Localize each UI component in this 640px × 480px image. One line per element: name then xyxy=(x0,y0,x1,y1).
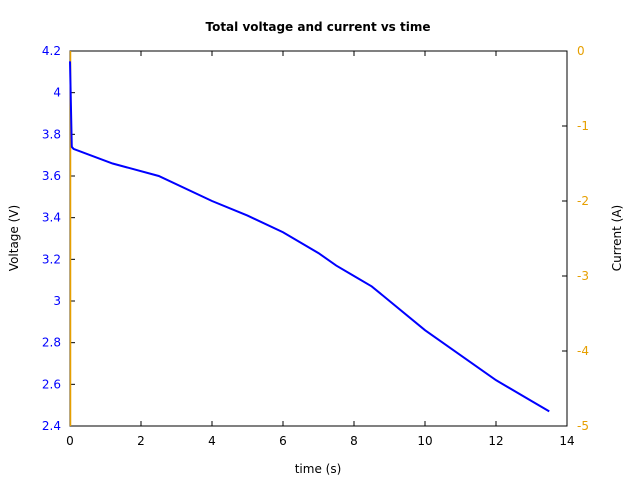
y-tick-label: 3.2 xyxy=(42,252,61,266)
y2-tick-label: -4 xyxy=(577,344,589,358)
y-tick-label: 3.8 xyxy=(42,127,61,141)
y-tick-label: 3.4 xyxy=(42,211,61,225)
x-tick-label: 14 xyxy=(559,434,574,448)
y-axis-ticks: 2.4 2.6 2.8 3 3.2 3.4 3.6 3.8 4 4.2 xyxy=(42,44,75,433)
y2-tick-label: 0 xyxy=(577,44,585,58)
voltage-series-line xyxy=(69,61,550,413)
x-axis-label: time (s) xyxy=(295,462,342,476)
x-tick-label: 6 xyxy=(279,434,287,448)
y-tick-label: 2.4 xyxy=(42,419,61,433)
y2-axis-label: Current (A) xyxy=(610,205,624,271)
x-tick-label: 10 xyxy=(417,434,432,448)
y-tick-label: 4 xyxy=(53,86,61,100)
y-tick-label: 2.6 xyxy=(42,377,61,391)
plot-frame xyxy=(69,50,568,427)
plot-area: 0 2 4 6 8 10 12 14 2.4 2.6 2.8 3 3.2 3.4 3.6 3.8 4 4.2 0… xyxy=(42,44,589,448)
y2-tick-label: -3 xyxy=(577,269,589,283)
y2-tick-label: -2 xyxy=(577,194,589,208)
x-tick-label: 12 xyxy=(488,434,503,448)
y2-tick-label: -1 xyxy=(577,119,589,133)
y-tick-label: 3.6 xyxy=(42,169,61,183)
y-tick-label: 3 xyxy=(53,294,61,308)
y-axis-label: Voltage (V) xyxy=(7,205,21,271)
x-axis-ticks: 0 2 4 6 8 10 12 14 xyxy=(66,51,575,448)
x-tick-label: 2 xyxy=(137,434,145,448)
y2-tick-label: -5 xyxy=(577,419,589,433)
y-tick-label: 4.2 xyxy=(42,44,61,58)
y2-axis-ticks: 0 -1 -2 -3 -4 -5 xyxy=(562,44,589,433)
x-tick-label: 8 xyxy=(350,434,358,448)
y-tick-label: 2.8 xyxy=(42,336,61,350)
chart-title: Total voltage and current vs time xyxy=(205,20,430,34)
x-tick-label: 0 xyxy=(66,434,74,448)
x-tick-label: 4 xyxy=(208,434,216,448)
